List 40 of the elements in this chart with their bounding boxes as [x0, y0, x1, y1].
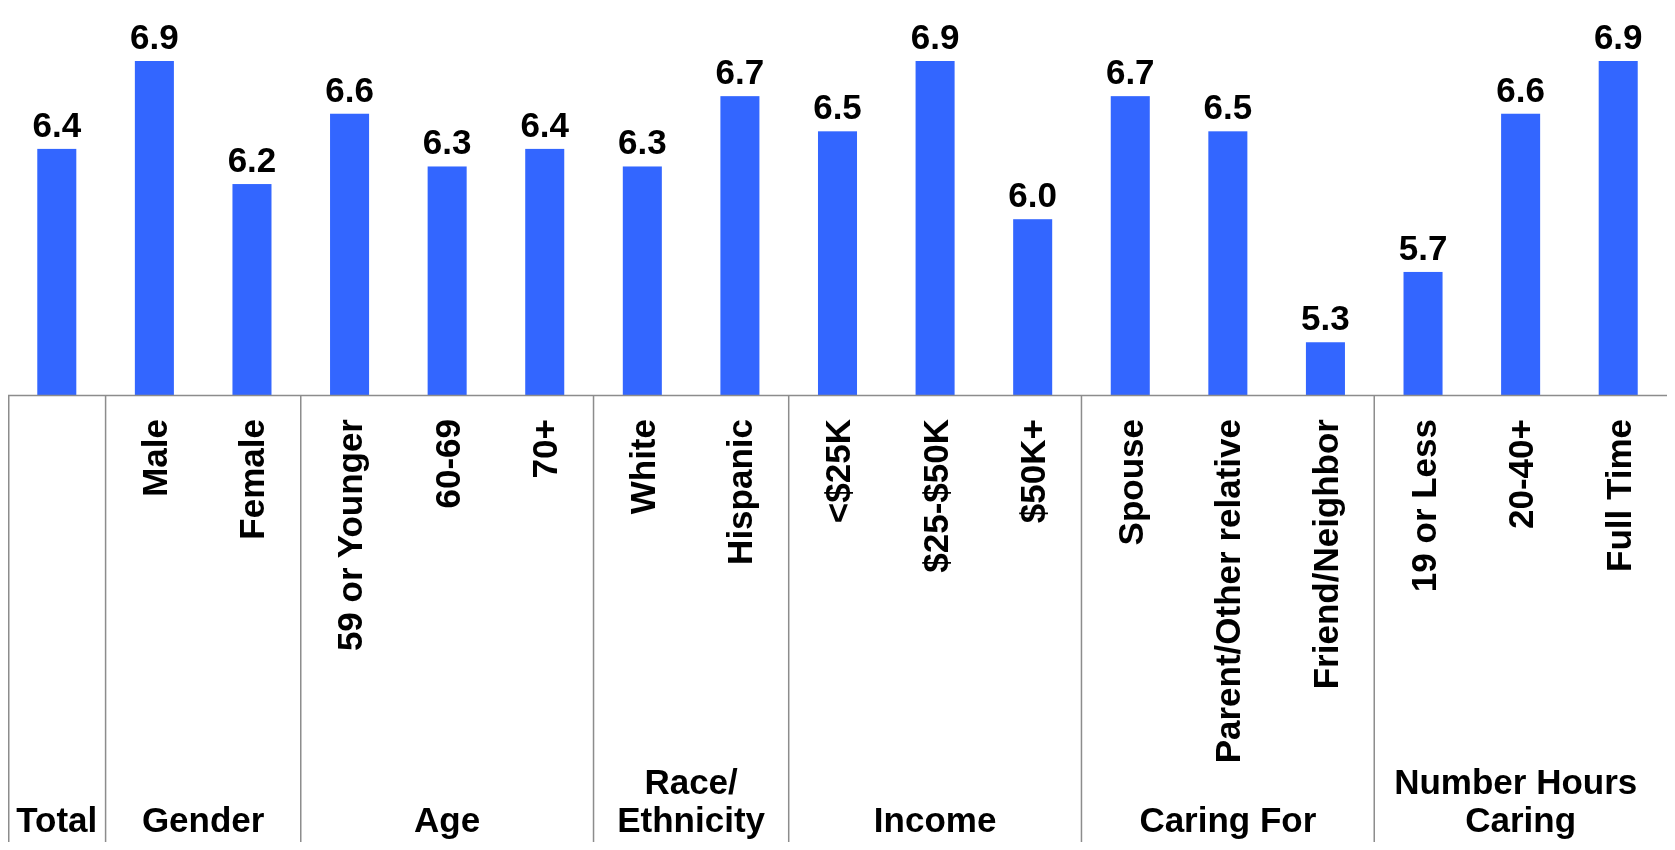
- x-tick-label: <$25K: [818, 419, 857, 524]
- data-label: 6.7: [715, 52, 765, 92]
- x-tick-label: 70+: [525, 419, 565, 479]
- data-label: 5.7: [1398, 227, 1448, 267]
- data-label: 6.9: [1593, 17, 1643, 56]
- text: Race/Ethnicity: [617, 762, 766, 839]
- data-label: 6.5: [1203, 87, 1253, 127]
- x-tick-label: Hispanic: [720, 419, 760, 565]
- data-label: 6.4: [32, 104, 82, 144]
- x-tick-label: 19 or Less: [1403, 419, 1443, 593]
- data-label: 6.3: [422, 122, 472, 162]
- x-tick-label: Friend/Neighbor: [1305, 418, 1345, 690]
- x-tick-label: Spouse: [1110, 419, 1150, 546]
- text: Caring For: [1139, 800, 1317, 839]
- data-label: 6.6: [1496, 69, 1545, 109]
- data-label: 6.0: [1008, 175, 1057, 215]
- x-tick-label: 60-69: [427, 419, 467, 509]
- data-label: 6.9: [910, 17, 960, 56]
- data-label: 6.9: [130, 17, 179, 56]
- data-label: 6.5: [813, 87, 862, 127]
- x-tick-label: Full Time: [1598, 419, 1638, 572]
- x-tick-label: Parent/Other relative: [1208, 419, 1248, 764]
- text: Number Hours Caring: [1394, 762, 1648, 839]
- x-tick-label: 59 or Younger: [330, 418, 370, 652]
- data-label: 6.3: [618, 122, 667, 162]
- text: Income: [873, 800, 997, 839]
- text: Total: [16, 800, 98, 839]
- x-tick-label: Male: [134, 419, 174, 497]
- x-tick-label: $25-$50K: [915, 419, 955, 573]
- data-label: 6.4: [520, 104, 570, 144]
- data-label: 6.7: [1105, 52, 1155, 92]
- data-label: 6.2: [227, 140, 277, 180]
- x-tick-label: Female: [232, 419, 272, 540]
- x-tick-label: 20-40+: [1501, 419, 1541, 529]
- text: Gender: [141, 800, 265, 839]
- x-tick-label: $50K+: [1013, 419, 1053, 524]
- data-label: 5.3: [1301, 298, 1350, 338]
- data-label: 6.6: [325, 69, 374, 109]
- text: Age: [414, 800, 481, 839]
- x-tick-label: White: [622, 419, 662, 515]
